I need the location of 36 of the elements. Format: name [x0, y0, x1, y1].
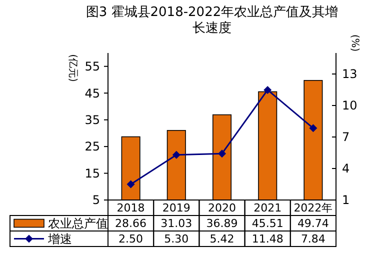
x-tick-label: 2020 [208, 202, 236, 215]
legend-label: 增速 [47, 232, 72, 246]
y-tick-label: 45 [84, 86, 100, 100]
data-label: 45.51 [252, 217, 284, 230]
x-tick-label: 2018 [116, 202, 145, 215]
y-tick-label: 5 [92, 193, 100, 208]
y2-tick-label: 7 [342, 130, 350, 144]
y-tick-label: 35 [84, 113, 100, 128]
data-label: 5.30 [164, 232, 189, 246]
y2-tick-label: 10 [342, 98, 358, 113]
point [218, 150, 226, 158]
data-label: 31.03 [160, 217, 192, 230]
x-tick-label: 2019 [162, 202, 190, 215]
data-label: 2.50 [118, 232, 144, 246]
legend-label: 农业总产值 [48, 216, 108, 230]
y2-tick-label: 1 [342, 193, 350, 208]
point [126, 180, 135, 188]
data-label: 5.42 [210, 232, 234, 246]
data-label: 49.74 [297, 217, 329, 230]
y2-axis-title: (%) [349, 34, 360, 52]
y2-tick-label: 4 [342, 162, 350, 176]
point [309, 124, 318, 132]
point [264, 86, 272, 94]
y2-tick-label: 13 [342, 67, 358, 82]
y-tick-label: 55 [84, 60, 100, 74]
y-tick-label: 25 [84, 140, 100, 154]
data-label: 11.48 [252, 232, 284, 246]
chart-title: 图3 霍城县2018-2022年农业总产值及其增长速度 [86, 5, 338, 36]
y-tick-label: 15 [84, 166, 100, 180]
x-tick-label: 2021 [254, 202, 282, 215]
data-label: 36.89 [206, 217, 238, 230]
y-axis-title: (亿元) [67, 54, 78, 82]
point [172, 150, 180, 159]
data-label: 28.66 [115, 217, 147, 230]
data-label: 7.84 [300, 232, 326, 246]
x-tick-label: 2022年 [294, 202, 333, 215]
